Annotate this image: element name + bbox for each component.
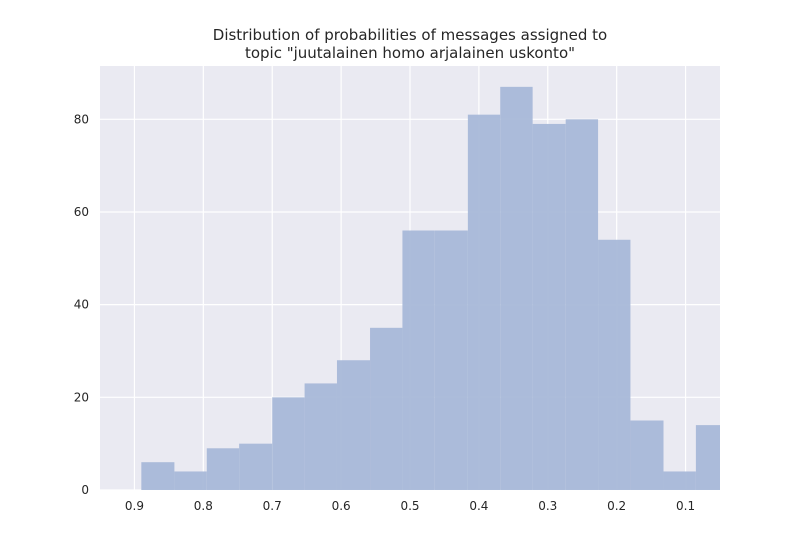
x-tick-label: 0.5	[400, 499, 419, 513]
histogram-bar	[206, 448, 240, 490]
y-tick-label: 0	[81, 483, 89, 497]
histogram-bar	[467, 114, 501, 491]
histogram-bar	[141, 462, 175, 490]
y-tick-label: 40	[74, 298, 89, 312]
y-tick-label: 80	[74, 112, 89, 126]
histogram-bar	[304, 383, 337, 490]
x-tick-label: 0.1	[676, 499, 695, 513]
histogram-bar	[695, 425, 720, 490]
histogram-bar	[434, 230, 468, 490]
histogram-bar	[402, 230, 435, 490]
histogram-bar	[500, 86, 533, 490]
chart-subtitle: topic "juutalainen homo arjalainen uskon…	[244, 44, 576, 62]
histogram-bar	[630, 420, 664, 490]
histogram-bar	[336, 360, 371, 490]
histogram-bar	[239, 443, 273, 490]
histogram-bar	[532, 123, 566, 491]
histogram-bar	[565, 119, 599, 491]
histogram-bar	[370, 327, 403, 490]
x-tick-label: 0.9	[125, 499, 144, 513]
histogram-bars	[141, 86, 720, 491]
histogram-bar	[174, 471, 207, 490]
chart-title: Distribution of probabilities of message…	[212, 26, 608, 44]
histogram-bar	[598, 239, 631, 490]
x-tick-label: 0.8	[194, 499, 213, 513]
x-tick-label: 0.4	[469, 499, 488, 513]
y-tick-label: 60	[74, 205, 89, 219]
x-tick-label: 0.6	[332, 499, 351, 513]
x-tick-label: 0.7	[263, 499, 282, 513]
x-tick-label: 0.2	[607, 499, 626, 513]
y-tick-label: 20	[74, 390, 89, 404]
histogram-bar	[272, 397, 305, 490]
x-axis: 0.9 0.8 0.7 0.6 0.5 0.4 0.3 0.2 0.1	[125, 499, 695, 513]
y-axis: 0 20 40 60 80	[74, 112, 89, 497]
histogram-bar	[663, 471, 696, 490]
x-tick-label: 0.3	[538, 499, 557, 513]
